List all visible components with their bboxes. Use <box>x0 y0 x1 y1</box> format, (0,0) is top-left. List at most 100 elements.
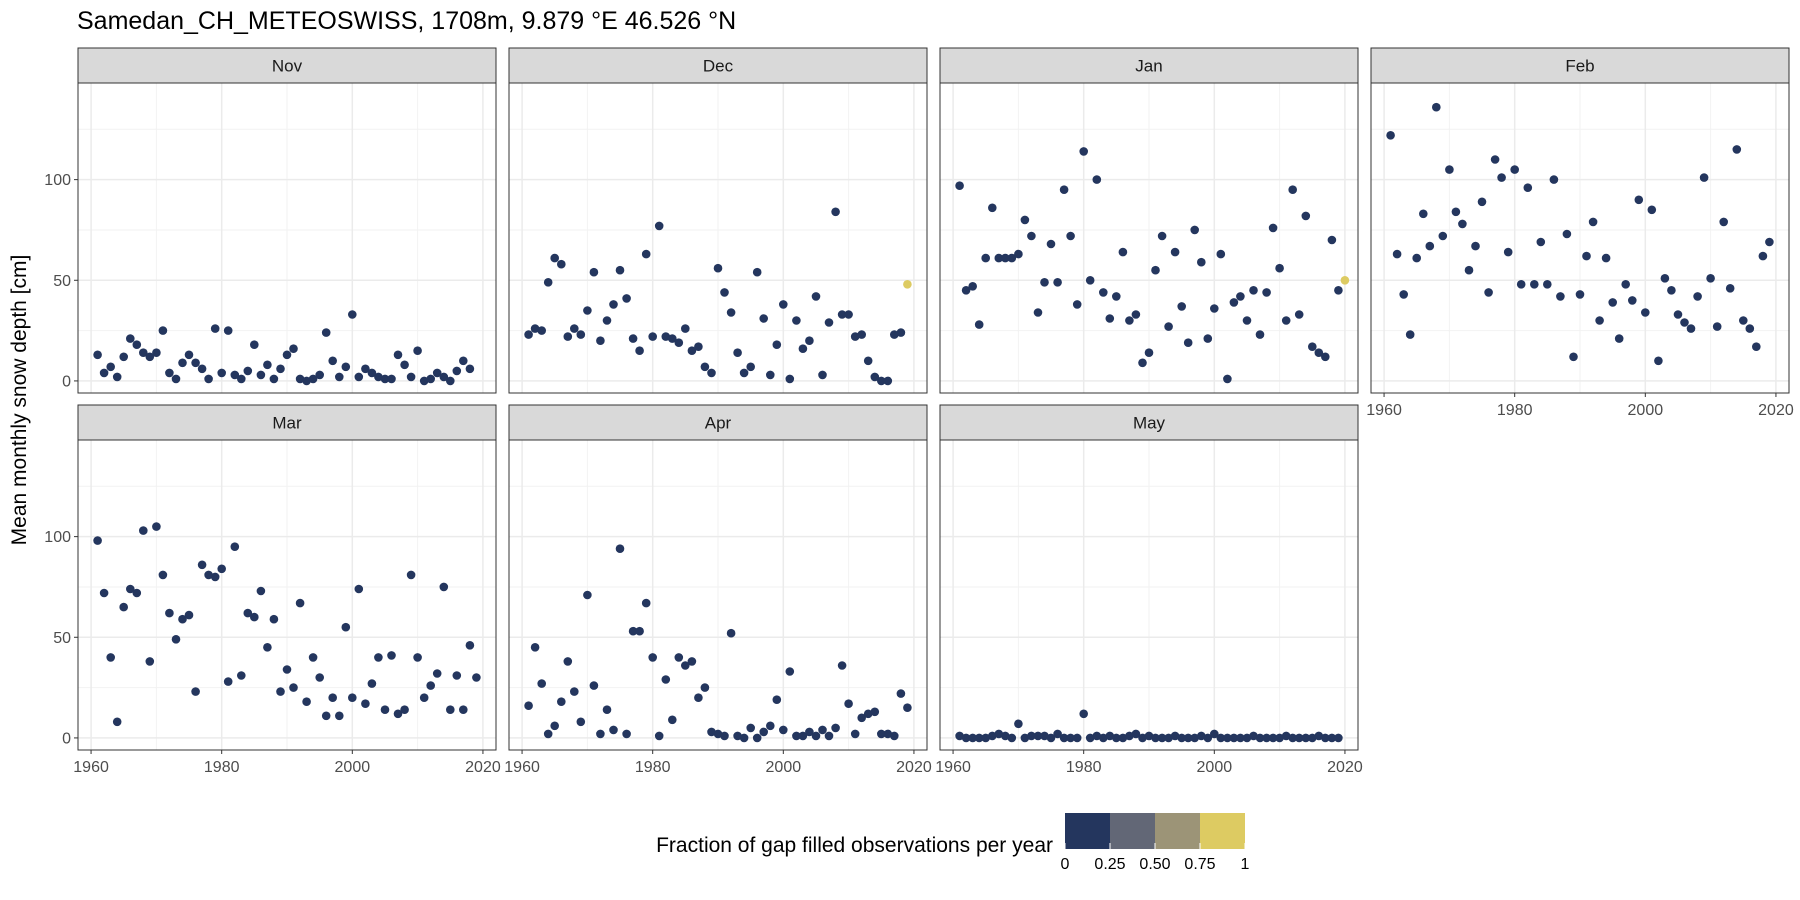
data-point <box>1099 288 1108 297</box>
data-point <box>459 356 468 366</box>
data-point <box>387 374 396 384</box>
data-point <box>1601 253 1611 263</box>
data-point <box>321 711 331 721</box>
data-point <box>530 324 540 333</box>
data-point <box>733 731 742 741</box>
data-point <box>276 687 285 696</box>
x-tick-label: 1960 <box>1366 402 1402 419</box>
data-point <box>844 699 853 708</box>
data-point <box>1190 733 1199 743</box>
y-axis-label: Mean monthly snow depth [cm] <box>8 255 31 546</box>
data-point <box>1562 229 1572 239</box>
data-point <box>295 598 305 608</box>
data-point <box>1040 278 1049 287</box>
data-point <box>687 346 697 356</box>
data-point <box>413 653 422 662</box>
data-point <box>165 608 174 618</box>
data-point <box>1059 733 1069 743</box>
data-point <box>1281 731 1291 741</box>
x-tick-label: 2020 <box>465 759 501 776</box>
data-point <box>1294 733 1304 743</box>
y-tick-label: 0 <box>62 373 71 390</box>
data-point <box>335 711 344 721</box>
data-point <box>1131 729 1141 739</box>
data-point <box>1197 257 1206 267</box>
data-point <box>93 536 102 545</box>
legend-ticks: 0 0.25 0.50 0.75 1 <box>1061 843 1250 873</box>
data-point <box>955 731 964 741</box>
data-point <box>243 608 253 618</box>
data-point <box>348 693 357 702</box>
data-point <box>419 693 429 702</box>
data-point <box>1236 292 1245 301</box>
data-point <box>1170 731 1180 741</box>
data-point <box>439 372 449 382</box>
data-point <box>269 614 279 624</box>
data-point <box>798 731 808 741</box>
x-tick-label: 2000 <box>335 759 371 776</box>
data-point <box>1647 205 1657 215</box>
data-point <box>988 731 997 741</box>
data-point <box>609 725 618 735</box>
data-point <box>1516 280 1526 289</box>
data-point <box>863 356 873 366</box>
data-point <box>890 330 899 339</box>
data-point <box>1242 733 1252 743</box>
panel-may: May 1960 1980 2000 2020 <box>935 404 1363 776</box>
x-tick-label: 2020 <box>1327 759 1363 776</box>
data-point <box>1014 249 1023 259</box>
data-point <box>354 584 364 594</box>
data-point <box>446 376 455 386</box>
data-point <box>896 328 906 337</box>
data-point <box>119 602 128 612</box>
data-point <box>779 300 788 309</box>
data-point <box>426 681 436 690</box>
data-point <box>622 729 631 739</box>
data-point <box>1275 733 1284 743</box>
data-point <box>720 731 729 741</box>
data-point <box>1223 733 1232 743</box>
data-point <box>1131 310 1141 319</box>
data-point <box>1314 731 1324 741</box>
y-tick-label: 100 <box>44 172 71 189</box>
data-point <box>112 717 122 727</box>
data-point <box>459 705 468 714</box>
data-point <box>746 362 755 372</box>
x-tick-label: 2020 <box>896 759 932 776</box>
data-point <box>367 368 377 378</box>
data-point <box>191 687 200 696</box>
data-point <box>1033 308 1043 317</box>
data-point <box>256 370 266 380</box>
data-point <box>1399 290 1408 299</box>
data-point <box>576 330 586 339</box>
data-point <box>1229 733 1239 743</box>
x-tick-label: 2000 <box>766 759 802 776</box>
data-point <box>1386 131 1395 140</box>
data-point <box>132 588 142 598</box>
data-point <box>798 344 808 354</box>
data-point <box>557 259 566 269</box>
panel-border <box>77 439 497 751</box>
data-point <box>537 326 546 335</box>
data-point <box>1144 348 1154 358</box>
data-point <box>687 657 697 666</box>
data-point <box>119 352 128 362</box>
data-point <box>1053 729 1062 739</box>
data-point <box>308 653 318 662</box>
data-point <box>406 570 416 580</box>
data-point <box>524 701 533 710</box>
data-point <box>752 267 762 277</box>
data-point <box>1745 324 1755 333</box>
data-point <box>230 542 240 551</box>
data-point <box>1027 231 1036 241</box>
data-point <box>837 661 847 670</box>
data-point <box>759 727 768 737</box>
data-point <box>400 705 409 714</box>
data-point <box>713 263 723 273</box>
data-point <box>1027 731 1036 741</box>
data-point <box>1046 733 1056 743</box>
data-point <box>576 717 586 727</box>
data-point <box>106 362 115 372</box>
data-point <box>1308 342 1317 352</box>
x-tick-label: 1980 <box>1066 759 1102 776</box>
